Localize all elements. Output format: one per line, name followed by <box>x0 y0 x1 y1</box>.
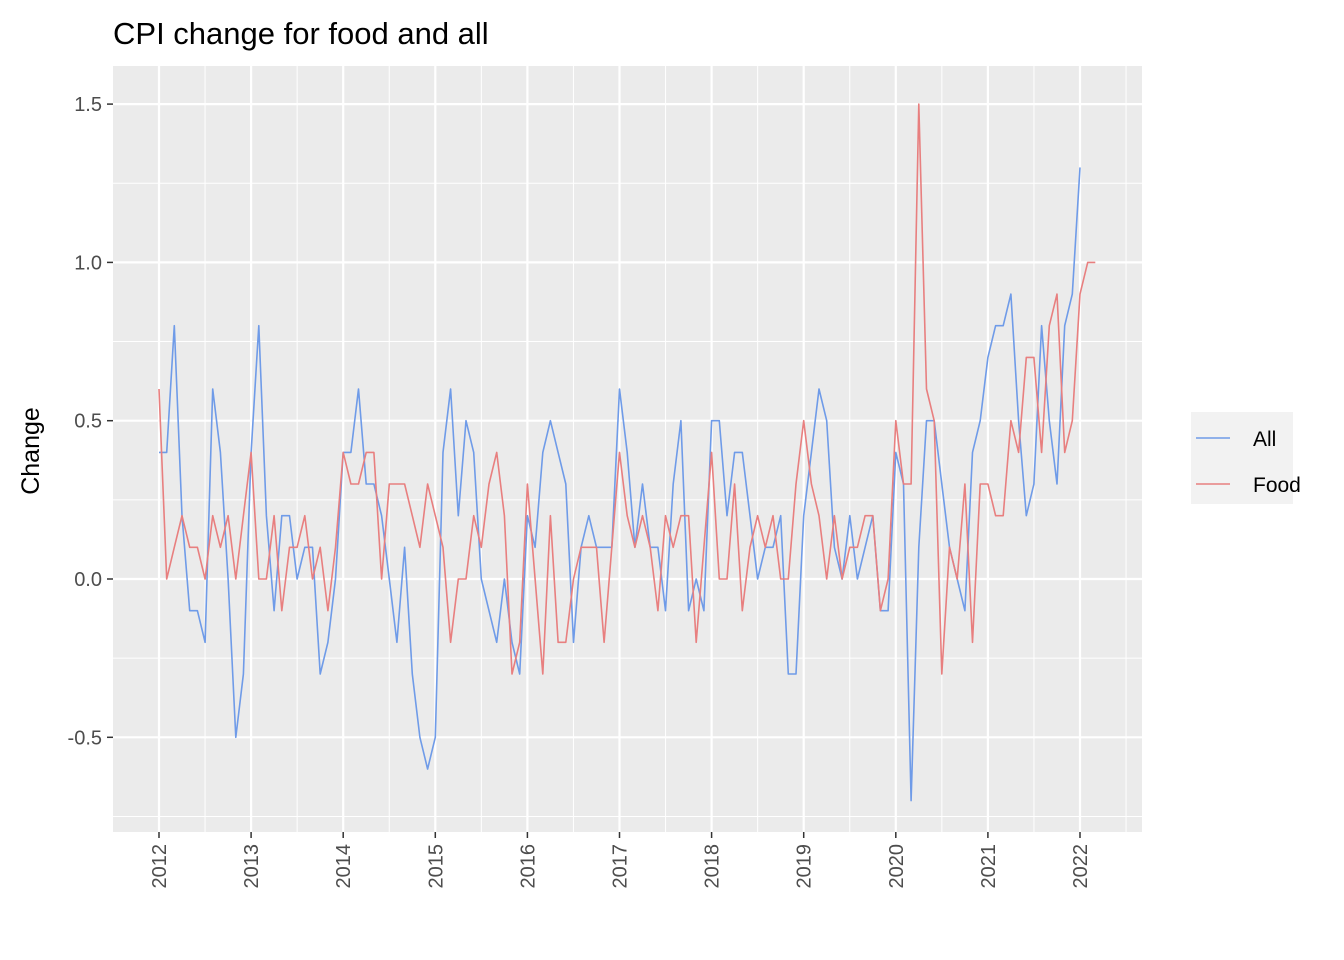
x-tick-label: 2020 <box>886 844 908 889</box>
y-tick-label: 0.0 <box>74 569 102 591</box>
x-tick-label: 2015 <box>425 844 447 889</box>
legend-background <box>1191 412 1293 504</box>
y-tick-label: 1.5 <box>74 94 102 116</box>
minor-gridlines <box>113 66 1142 832</box>
x-tick-label: 2013 <box>241 844 263 889</box>
x-tick-label: 2019 <box>794 844 816 889</box>
y-axis-label: Change <box>17 407 45 495</box>
x-tick-label: 2014 <box>333 844 355 889</box>
chart-title: CPI change for food and all <box>113 16 489 51</box>
major-gridlines <box>113 66 1142 832</box>
series-lines <box>158 103 1096 802</box>
series-line-food <box>158 103 1096 675</box>
legend-label-all: All <box>1253 428 1276 451</box>
x-tick-label: 2021 <box>978 844 1000 889</box>
x-tick-label: 2016 <box>517 844 539 889</box>
y-tick-label: 1.0 <box>74 252 102 274</box>
legend: All Food <box>1191 412 1301 504</box>
x-tick-label: 2018 <box>702 844 724 889</box>
x-axis: 2012 2013 2014 2015 2016 2017 2018 2019 2020 2021… <box>149 832 1092 889</box>
y-tick-label: -0.5 <box>68 727 102 749</box>
x-tick-label: 2012 <box>149 844 171 889</box>
y-tick-label: 0.5 <box>74 411 102 433</box>
series-line-all <box>159 167 1081 802</box>
legend-label-food: Food <box>1253 474 1301 497</box>
y-axis: -0.5 0.0 0.5 1.0 1.5 <box>68 94 113 749</box>
x-tick-label: 2017 <box>610 844 632 889</box>
x-tick-label: 2022 <box>1070 844 1092 889</box>
